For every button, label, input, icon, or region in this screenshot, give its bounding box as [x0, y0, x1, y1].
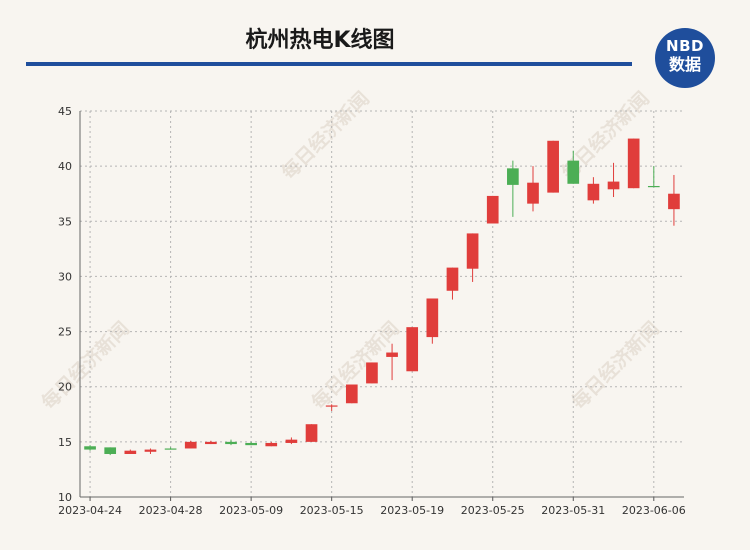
candle-body — [527, 182, 539, 204]
candle — [406, 327, 419, 372]
logo-nbd-text: NBD — [666, 37, 704, 55]
candle-body — [406, 327, 419, 372]
candle — [325, 404, 338, 411]
candle-body — [265, 442, 278, 447]
candle-body — [446, 267, 459, 291]
candle — [164, 447, 177, 450]
candle — [486, 195, 499, 224]
x-tick-label: 2023-06-06 — [622, 504, 686, 517]
candle-body — [345, 384, 358, 404]
logo-data-text: 数据 — [668, 55, 701, 74]
candle-body — [486, 195, 499, 224]
candle — [184, 440, 197, 449]
x-tick-label: 2023-05-15 — [300, 504, 364, 517]
candle-body — [567, 160, 580, 184]
candle — [647, 166, 660, 188]
candle — [144, 448, 157, 454]
grid-layer — [80, 110, 684, 501]
title-underline — [26, 62, 632, 66]
candle — [345, 384, 358, 404]
candle-body — [84, 446, 96, 450]
candle — [124, 449, 137, 454]
candle — [527, 166, 539, 212]
candle-body — [144, 449, 157, 452]
chart-title: 杭州热电K线图 — [245, 28, 395, 53]
candle-body — [124, 450, 137, 454]
candle-body — [547, 140, 559, 193]
candles-layer — [84, 138, 680, 456]
candle-body — [164, 448, 177, 450]
y-tick-label: 15 — [58, 436, 72, 449]
candle-body — [668, 193, 680, 210]
y-tick-label: 45 — [58, 105, 72, 118]
candle-body — [607, 181, 620, 190]
candle-body — [205, 441, 217, 445]
candle — [587, 177, 600, 204]
candle — [627, 138, 640, 189]
x-tick-label: 2023-05-25 — [461, 504, 525, 517]
candle — [225, 439, 237, 446]
candle-body — [426, 298, 439, 338]
candle — [366, 362, 378, 384]
candle-body — [627, 138, 640, 189]
candle — [446, 267, 459, 300]
y-tick-label: 30 — [58, 270, 72, 283]
nbd-logo: NBD 数据 — [655, 28, 715, 88]
y-tick-label: 35 — [58, 215, 72, 228]
candle — [245, 441, 257, 446]
candle — [386, 343, 398, 381]
candle — [84, 445, 96, 451]
candle-body — [245, 442, 257, 446]
x-tick-label: 2023-05-09 — [219, 504, 283, 517]
candle — [305, 424, 318, 442]
candle — [668, 174, 680, 226]
candle-body — [184, 441, 197, 449]
x-tick-label: 2023-04-24 — [58, 504, 122, 517]
candle-body — [386, 352, 398, 357]
y-tick-label: 25 — [58, 326, 72, 339]
axes-layer — [79, 111, 684, 498]
candle — [567, 150, 580, 184]
candle — [547, 140, 559, 193]
candle-body — [225, 441, 237, 445]
x-tick-label: 2023-04-28 — [139, 504, 203, 517]
candle-body — [285, 439, 298, 443]
candle — [466, 233, 479, 282]
candle-body — [104, 447, 117, 454]
candle — [205, 440, 217, 445]
candle-body — [507, 168, 519, 185]
candle-body — [325, 405, 338, 407]
labels-layer: 10 15 20 25 30 35 40 45 2023-04-24 2023-04-28 2023… — [58, 105, 686, 517]
candle-body — [647, 185, 660, 188]
candle — [285, 437, 298, 445]
y-tick-label: 20 — [58, 381, 72, 394]
candle — [607, 162, 620, 198]
watermark-text: 每日经济新闻 — [277, 87, 374, 184]
candle-body — [587, 183, 600, 201]
y-tick-label: 40 — [58, 160, 72, 173]
candle — [265, 441, 278, 447]
x-tick-label: 2023-05-31 — [541, 504, 605, 517]
candle — [104, 447, 117, 456]
candle — [507, 160, 519, 217]
candle-body — [366, 362, 378, 384]
y-tick-label: 10 — [58, 491, 72, 504]
candle-body — [305, 424, 318, 442]
candle — [426, 298, 439, 344]
candle-body — [466, 233, 479, 269]
x-tick-label: 2023-05-19 — [380, 504, 444, 517]
